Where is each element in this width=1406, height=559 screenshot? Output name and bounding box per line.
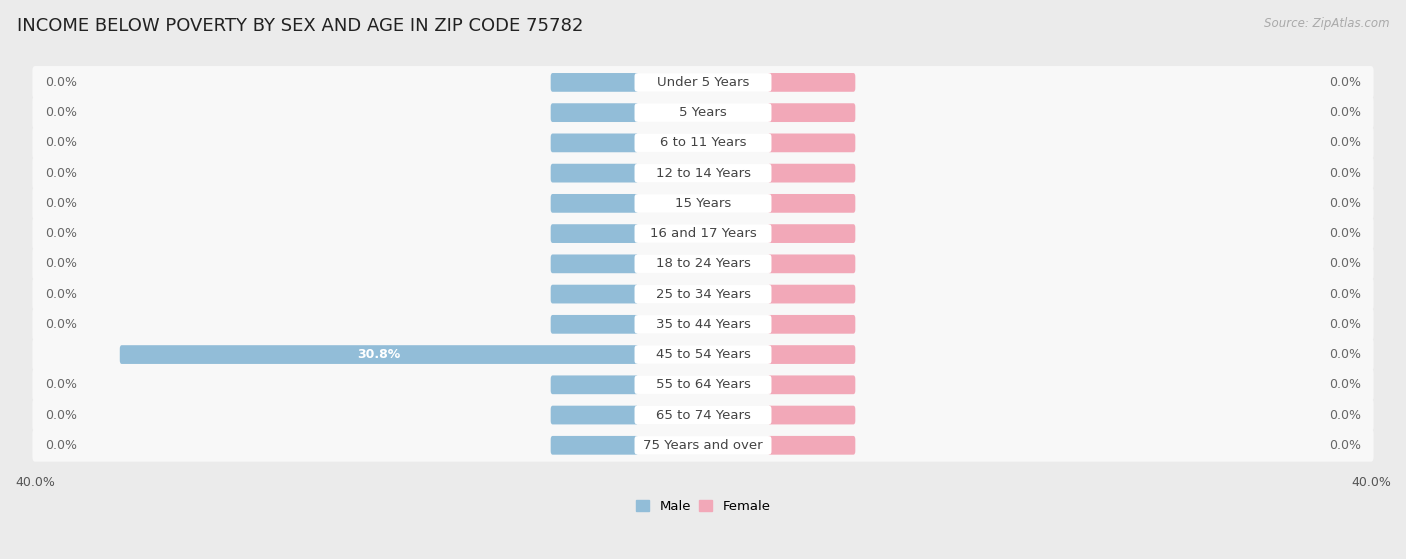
FancyBboxPatch shape: [551, 315, 638, 334]
Text: 0.0%: 0.0%: [45, 257, 77, 271]
FancyBboxPatch shape: [634, 73, 772, 92]
FancyBboxPatch shape: [551, 224, 638, 243]
Text: 0.0%: 0.0%: [1329, 76, 1361, 89]
Text: 0.0%: 0.0%: [1329, 318, 1361, 331]
FancyBboxPatch shape: [768, 194, 855, 213]
Text: 0.0%: 0.0%: [45, 287, 77, 301]
Text: 5 Years: 5 Years: [679, 106, 727, 119]
Text: 16 and 17 Years: 16 and 17 Years: [650, 227, 756, 240]
FancyBboxPatch shape: [634, 376, 772, 394]
Text: 0.0%: 0.0%: [1329, 378, 1361, 391]
FancyBboxPatch shape: [768, 164, 855, 182]
Text: 0.0%: 0.0%: [1329, 257, 1361, 271]
Legend: Male, Female: Male, Female: [630, 495, 776, 519]
FancyBboxPatch shape: [634, 255, 772, 273]
Text: 55 to 64 Years: 55 to 64 Years: [655, 378, 751, 391]
FancyBboxPatch shape: [32, 96, 1374, 129]
Text: 0.0%: 0.0%: [45, 167, 77, 179]
FancyBboxPatch shape: [634, 134, 772, 152]
FancyBboxPatch shape: [32, 278, 1374, 310]
Text: INCOME BELOW POVERTY BY SEX AND AGE IN ZIP CODE 75782: INCOME BELOW POVERTY BY SEX AND AGE IN Z…: [17, 17, 583, 35]
FancyBboxPatch shape: [32, 126, 1374, 159]
FancyBboxPatch shape: [551, 254, 638, 273]
Text: 18 to 24 Years: 18 to 24 Years: [655, 257, 751, 271]
Text: 0.0%: 0.0%: [1329, 167, 1361, 179]
FancyBboxPatch shape: [32, 429, 1374, 462]
Text: 0.0%: 0.0%: [1329, 409, 1361, 421]
FancyBboxPatch shape: [32, 368, 1374, 401]
FancyBboxPatch shape: [551, 194, 638, 213]
FancyBboxPatch shape: [768, 103, 855, 122]
FancyBboxPatch shape: [551, 406, 638, 424]
FancyBboxPatch shape: [32, 157, 1374, 190]
FancyBboxPatch shape: [551, 285, 638, 304]
FancyBboxPatch shape: [32, 187, 1374, 220]
Text: 0.0%: 0.0%: [45, 76, 77, 89]
Text: 25 to 34 Years: 25 to 34 Years: [655, 287, 751, 301]
Text: 0.0%: 0.0%: [1329, 439, 1361, 452]
FancyBboxPatch shape: [768, 134, 855, 152]
Text: 45 to 54 Years: 45 to 54 Years: [655, 348, 751, 361]
FancyBboxPatch shape: [634, 103, 772, 122]
FancyBboxPatch shape: [32, 338, 1374, 371]
FancyBboxPatch shape: [634, 436, 772, 454]
FancyBboxPatch shape: [32, 66, 1374, 99]
FancyBboxPatch shape: [32, 217, 1374, 250]
FancyBboxPatch shape: [551, 164, 638, 182]
Text: 0.0%: 0.0%: [45, 197, 77, 210]
Text: 0.0%: 0.0%: [1329, 227, 1361, 240]
FancyBboxPatch shape: [634, 195, 772, 212]
FancyBboxPatch shape: [768, 285, 855, 304]
Text: 0.0%: 0.0%: [45, 378, 77, 391]
FancyBboxPatch shape: [32, 399, 1374, 432]
Text: 0.0%: 0.0%: [45, 409, 77, 421]
Text: 12 to 14 Years: 12 to 14 Years: [655, 167, 751, 179]
FancyBboxPatch shape: [768, 254, 855, 273]
Text: 0.0%: 0.0%: [45, 227, 77, 240]
FancyBboxPatch shape: [768, 406, 855, 424]
FancyBboxPatch shape: [551, 134, 638, 152]
Text: Source: ZipAtlas.com: Source: ZipAtlas.com: [1264, 17, 1389, 30]
FancyBboxPatch shape: [551, 73, 638, 92]
FancyBboxPatch shape: [634, 225, 772, 243]
FancyBboxPatch shape: [768, 224, 855, 243]
FancyBboxPatch shape: [120, 345, 638, 364]
Text: 65 to 74 Years: 65 to 74 Years: [655, 409, 751, 421]
FancyBboxPatch shape: [768, 436, 855, 454]
Text: Under 5 Years: Under 5 Years: [657, 76, 749, 89]
Text: 0.0%: 0.0%: [1329, 106, 1361, 119]
Text: 30.8%: 30.8%: [357, 348, 401, 361]
FancyBboxPatch shape: [634, 315, 772, 333]
FancyBboxPatch shape: [551, 436, 638, 454]
FancyBboxPatch shape: [634, 285, 772, 303]
Text: 0.0%: 0.0%: [1329, 287, 1361, 301]
FancyBboxPatch shape: [768, 315, 855, 334]
Text: 0.0%: 0.0%: [45, 439, 77, 452]
FancyBboxPatch shape: [768, 376, 855, 394]
Text: 0.0%: 0.0%: [1329, 136, 1361, 149]
Text: 0.0%: 0.0%: [1329, 348, 1361, 361]
FancyBboxPatch shape: [551, 376, 638, 394]
Text: 75 Years and over: 75 Years and over: [643, 439, 763, 452]
FancyBboxPatch shape: [551, 103, 638, 122]
Text: 0.0%: 0.0%: [45, 318, 77, 331]
FancyBboxPatch shape: [634, 164, 772, 182]
Text: 0.0%: 0.0%: [45, 136, 77, 149]
FancyBboxPatch shape: [634, 406, 772, 424]
Text: 0.0%: 0.0%: [45, 106, 77, 119]
Text: 6 to 11 Years: 6 to 11 Years: [659, 136, 747, 149]
Text: 15 Years: 15 Years: [675, 197, 731, 210]
Text: 0.0%: 0.0%: [1329, 197, 1361, 210]
FancyBboxPatch shape: [768, 345, 855, 364]
FancyBboxPatch shape: [32, 308, 1374, 340]
FancyBboxPatch shape: [768, 73, 855, 92]
FancyBboxPatch shape: [634, 345, 772, 364]
Text: 35 to 44 Years: 35 to 44 Years: [655, 318, 751, 331]
FancyBboxPatch shape: [32, 248, 1374, 280]
